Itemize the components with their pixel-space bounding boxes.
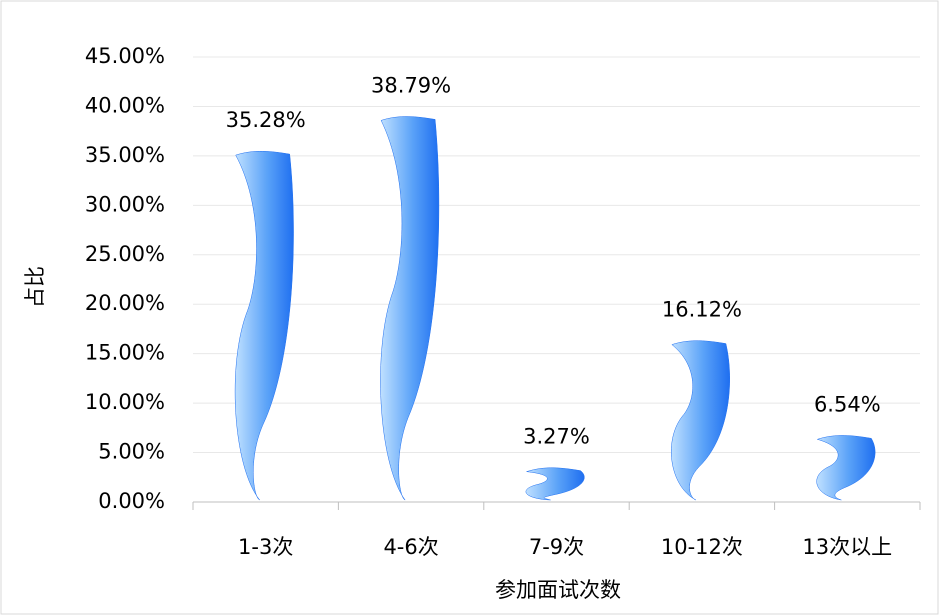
bar [525,467,585,501]
x-tick-label: 7-9次 [529,535,584,559]
y-tick-label: 35.00% [85,143,165,167]
x-tick-label: 4-6次 [383,535,438,559]
data-label: 6.54% [814,392,881,416]
y-axis-title: 占比 [23,266,47,308]
y-tick-label: 0.00% [98,489,165,513]
x-tick-label: 13次以上 [802,535,892,559]
data-label: 38.79% [371,73,451,97]
bar [234,150,294,501]
y-tick-label: 30.00% [85,192,165,216]
y-tick-label: 15.00% [85,341,165,365]
y-tick-label: 20.00% [85,291,165,315]
bar [380,116,440,501]
bar [816,435,876,501]
y-tick-label: 10.00% [85,390,165,414]
x-axis-title: 参加面试次数 [495,578,621,602]
bar [671,340,730,501]
x-tick-label: 10-12次 [661,535,743,559]
y-tick-label: 45.00% [85,44,165,68]
y-tick-label: 5.00% [98,440,165,464]
x-tick-label: 1-3次 [238,535,293,559]
y-tick-label: 40.00% [85,93,165,117]
y-tick-label: 25.00% [85,242,165,266]
data-label: 35.28% [226,108,306,132]
data-label: 16.12% [662,298,742,322]
data-label: 3.27% [523,425,590,449]
